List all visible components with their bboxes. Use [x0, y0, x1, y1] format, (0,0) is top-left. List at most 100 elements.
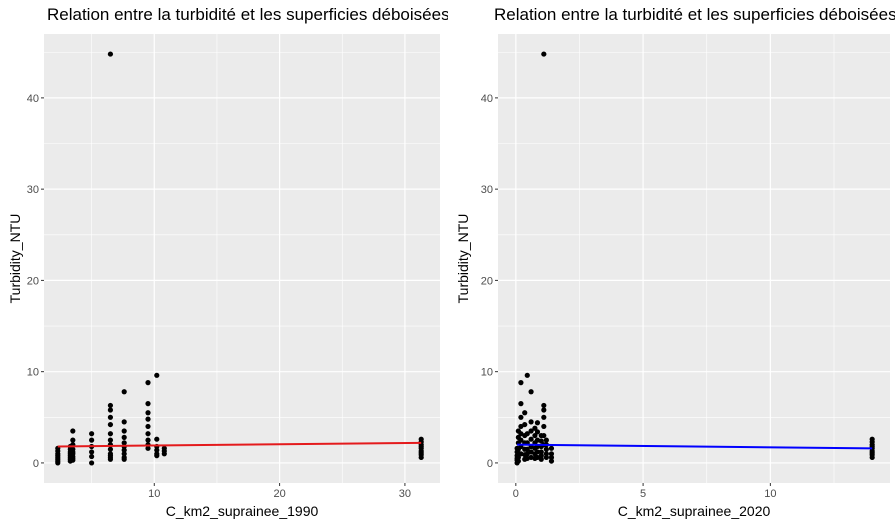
- data-point: [161, 451, 167, 457]
- data-point: [154, 447, 160, 453]
- x-axis-title: C_km2_suprainee_2020: [618, 503, 771, 519]
- data-point: [121, 440, 127, 446]
- data-point: [121, 451, 127, 457]
- data-point: [107, 421, 114, 428]
- data-point: [518, 380, 524, 386]
- data-point: [89, 460, 95, 466]
- y-tick-label: 20: [27, 275, 39, 287]
- data-point: [528, 389, 534, 395]
- data-point: [121, 456, 127, 462]
- y-tick-label: 30: [481, 184, 493, 196]
- data-point: [70, 428, 76, 434]
- data-point: [534, 449, 541, 455]
- trend-line: [57, 441, 422, 448]
- chart-title: Relation entre la turbidité et les super…: [494, 5, 895, 24]
- data-point: [89, 431, 95, 437]
- data-point: [107, 437, 114, 443]
- x-tick-label: 10: [764, 488, 776, 500]
- data-point: [121, 419, 127, 425]
- data-point: [154, 453, 160, 459]
- data-point: [538, 438, 544, 444]
- data-point: [538, 449, 544, 455]
- data-point: [522, 410, 528, 416]
- x-tick-label: 5: [640, 488, 646, 500]
- data-point: [121, 447, 127, 453]
- x-tick-label: 20: [273, 488, 285, 500]
- data-point: [548, 454, 555, 461]
- plot-background: [498, 34, 890, 483]
- y-axis-title: Turbidity_NTU: [7, 214, 23, 304]
- data-point: [107, 431, 114, 437]
- data-point: [518, 401, 524, 407]
- plot-background: [44, 34, 440, 483]
- scatter-plot-1990: 10 20 30 0 10 20 30 40 C_km2_suprainee_1990 Turbi…: [7, 34, 440, 519]
- data-point: [107, 414, 114, 420]
- data-point: [538, 453, 544, 459]
- data-point: [548, 458, 555, 464]
- data-point: [145, 423, 151, 430]
- data-point: [89, 437, 95, 443]
- data-point: [524, 446, 530, 452]
- scatter-plot-2020: 0 5 10 0 10 20 30 40 C_km2_suprainee_2020 Turbidi…: [455, 34, 890, 519]
- data-point: [418, 454, 424, 461]
- data-point: [145, 445, 151, 451]
- data-point: [541, 402, 547, 409]
- data-point: [515, 458, 521, 464]
- trend-line: [517, 443, 873, 450]
- data-point: [154, 372, 160, 378]
- data-point: [89, 453, 95, 460]
- y-tick-label: 40: [481, 93, 493, 105]
- data-point: [121, 428, 127, 434]
- data-point: [515, 454, 521, 461]
- data-point: [541, 414, 547, 420]
- y-tick-label: 30: [27, 184, 39, 196]
- data-point: [121, 389, 127, 395]
- data-point: [70, 437, 76, 443]
- data-point: [528, 419, 534, 425]
- data-point: [543, 454, 549, 461]
- data-point: [107, 51, 114, 57]
- data-point: [541, 423, 547, 430]
- x-tick-label: 0: [513, 488, 519, 500]
- data-point: [107, 456, 114, 462]
- data-point: [548, 445, 555, 451]
- data-point: [528, 428, 534, 434]
- data-point: [145, 416, 151, 422]
- data-point: [121, 434, 127, 440]
- right-panel: Relation entre la turbidité et les super…: [448, 0, 895, 526]
- data-point: [107, 446, 114, 452]
- data-point: [145, 437, 151, 443]
- y-axis-title: Turbidity_NTU: [455, 214, 471, 304]
- y-tick-label: 0: [33, 458, 39, 470]
- left-panel: Relation entre la turbidité et les super…: [7, 5, 448, 519]
- data-point: [145, 380, 151, 386]
- data-point: [518, 437, 524, 443]
- y-tick-label: 10: [27, 367, 39, 379]
- data-point: [541, 432, 547, 439]
- data-point: [528, 436, 534, 442]
- data-point: [532, 432, 538, 439]
- data-point: [538, 456, 544, 462]
- data-point: [89, 449, 95, 455]
- data-point: [145, 431, 151, 437]
- y-tick-label: 10: [481, 367, 493, 379]
- y-tick-label: 20: [481, 275, 493, 287]
- data-point: [154, 436, 160, 442]
- data-point: [107, 407, 114, 413]
- data-point: [534, 429, 541, 435]
- data-point: [524, 431, 530, 437]
- data-point: [518, 414, 524, 420]
- data-point: [869, 454, 875, 461]
- chart-title: Relation entre la turbidité et les super…: [47, 5, 448, 24]
- data-point: [541, 407, 547, 413]
- data-point: [145, 410, 151, 416]
- data-point: [522, 421, 528, 428]
- data-point: [70, 457, 76, 463]
- y-tick-label: 40: [27, 93, 39, 105]
- data-point: [543, 446, 549, 452]
- data-point: [534, 420, 541, 426]
- data-point: [541, 51, 547, 57]
- x-tick-label: 10: [148, 488, 160, 500]
- data-point: [543, 437, 549, 443]
- data-point: [543, 451, 549, 457]
